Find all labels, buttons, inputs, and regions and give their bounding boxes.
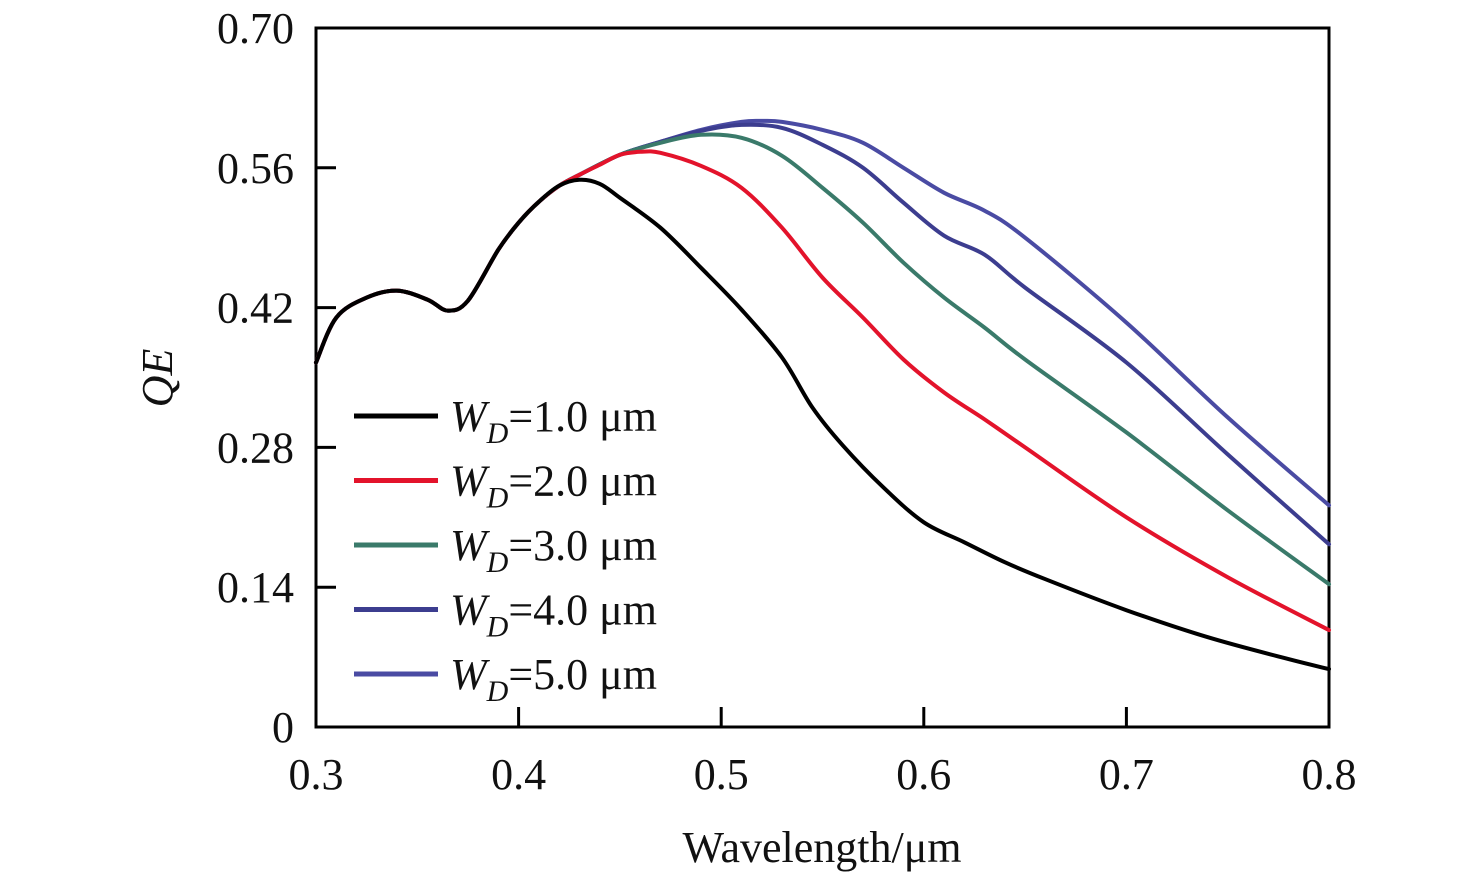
x-tick-label: 0.7 — [1099, 750, 1154, 799]
plot-frame — [314, 26, 1331, 729]
legend-label: WD=5.0 μm — [450, 650, 657, 708]
y-axis-ticks: 0 0.14 0.28 0.42 0.56 0.70 — [217, 4, 336, 752]
y-tick-label: 0.28 — [217, 423, 294, 472]
series-line-1 — [314, 177, 1331, 672]
y-tick-label: 0.14 — [217, 563, 294, 612]
legend-label: WD=1.0 μm — [450, 392, 657, 450]
x-tick-label: 0.3 — [289, 750, 344, 799]
x-tick-label: 0.5 — [694, 750, 749, 799]
legend: WD=1.0 μm WD=2.0 μm WD=3.0 μm WD=4.0 μm WD=5… — [354, 392, 657, 708]
y-tick-label: 0.56 — [217, 144, 294, 193]
series-line-5 — [314, 118, 1331, 508]
y-tick-label: 0.70 — [217, 4, 294, 53]
legend-label: WD=2.0 μm — [450, 457, 657, 515]
legend-label: WD=4.0 μm — [450, 586, 657, 644]
y-tick-label: 0.42 — [217, 284, 294, 333]
x-axis-label: Wavelength/μm — [682, 823, 961, 872]
x-tick-label: 0.4 — [491, 750, 546, 799]
legend-label: WD=3.0 μm — [450, 521, 657, 579]
x-tick-label: 0.8 — [1302, 750, 1357, 799]
series-lines — [314, 118, 1331, 672]
y-tick-label: 0 — [272, 703, 294, 752]
y-axis-label: QE — [133, 349, 182, 408]
x-tick-label: 0.6 — [896, 750, 951, 799]
x-axis-ticks: 0.3 0.4 0.5 0.6 0.7 0.8 — [289, 707, 1357, 799]
series-line-3 — [314, 132, 1331, 587]
